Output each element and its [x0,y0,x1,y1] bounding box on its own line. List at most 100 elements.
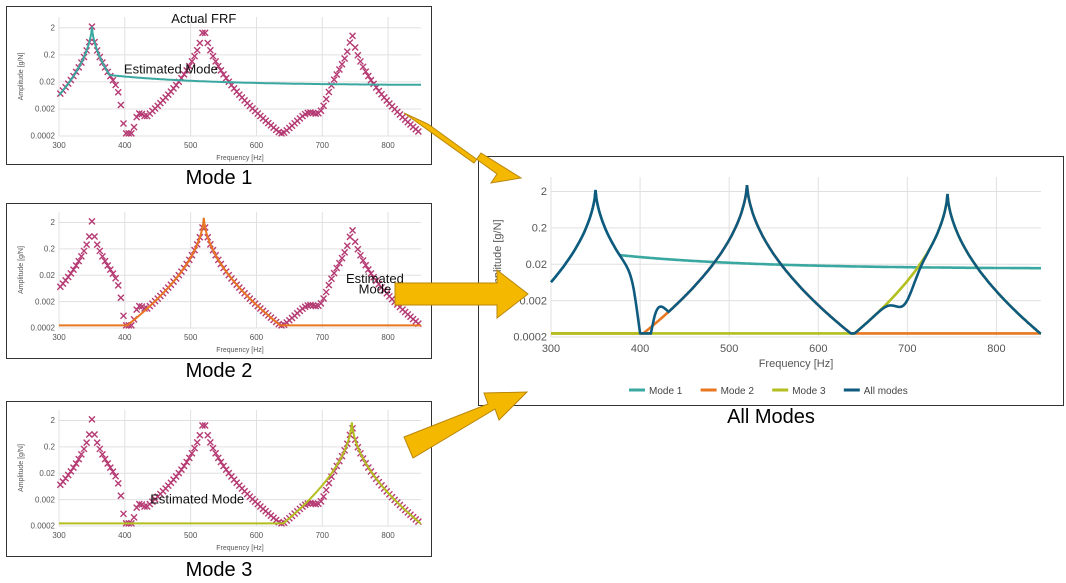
x-axis-label: Frequency [Hz] [759,358,834,370]
frf-marker [72,262,80,270]
mode2-plot-area: 300 400 500 600 700 800 0.0002 0.002 0.02 0.2 2 Fre… [18,212,422,354]
frf-marker [120,120,127,127]
frf-marker [191,444,199,452]
frf-marker [114,281,122,289]
x-tick-label: 500 [720,343,738,355]
actual-frf-markers [56,415,422,527]
frf-marker [101,257,109,265]
y-tick-label: 0.002 [519,295,547,307]
frf-marker [96,247,104,255]
frf-marker [220,70,228,78]
frf-marker [367,76,375,84]
frf-marker [320,102,328,110]
frf-marker [322,95,330,103]
frf-marker [127,129,135,137]
frf-marker [109,270,117,278]
frf-marker [330,269,338,277]
mode3-chart: 300 400 500 600 700 800 0.0002 0.002 0.02 0.2 2 Fre… [18,410,422,552]
frf-marker [364,266,372,274]
frf-marker [356,251,364,259]
mode2-line [59,217,421,327]
frf-marker [180,462,188,470]
frf-marker [75,455,83,463]
frf-marker [354,245,362,253]
frf-marker [109,468,117,476]
frf-marker [322,486,330,494]
frf-marker [188,449,196,457]
y-tick-label: 0.0002 [31,522,56,531]
x-tick-label: 300 [542,343,560,355]
frf-marker [83,241,91,249]
x-tick-label: 600 [809,343,827,355]
frf-marker [212,57,220,65]
x-tick-label: 500 [184,141,198,150]
y-tick-label: 2 [51,23,56,32]
annotation-label: Actual FRF [171,11,236,26]
frf-marker [104,262,112,270]
frf-marker [343,48,351,56]
x-tick-label: 600 [250,141,264,150]
frf-marker [188,57,196,65]
frf-marker [341,54,349,62]
frf-marker [112,81,120,89]
frf-marker [338,254,346,262]
y-tick-label: 0.02 [39,78,55,87]
frf-marker [77,450,85,458]
frf-marker [106,464,114,472]
all-modes-line [549,184,1042,335]
annotation-label: Estimated Mode [124,62,218,77]
frf-marker [362,68,370,76]
y-tick-label: 0.0002 [31,324,56,333]
all-modes-caption: All Modes [727,406,815,428]
frf-marker [185,454,193,462]
frf-marker [180,70,188,78]
frf-marker [141,112,149,120]
frf-marker [96,445,104,453]
annotation-label: Estimated Mode [150,492,244,507]
frf-marker [117,294,125,302]
frf-marker [85,431,93,438]
frf-marker [85,233,93,240]
legend-label: Mode 3 [792,386,826,397]
frf-marker [201,421,209,429]
y-tick-label: 0.2 [44,443,56,452]
frf-marker [67,269,75,277]
mode1-plot-area: 300 400 500 600 700 800 0.0002 0.002 0.02 0.2 2 Fre… [18,11,422,162]
x-tick-label: 300 [52,531,66,540]
frf-marker [312,500,320,508]
mode3-line [59,422,422,525]
frf-marker [333,264,341,272]
frf-marker [335,65,343,73]
frf-marker [69,266,77,274]
y-tick-label: 0.002 [35,297,56,306]
frf-marker [354,51,362,59]
frf-marker [341,248,349,256]
mode3-chart-panel: 300 400 500 600 700 800 0.0002 0.002 0.02 0.2 2 Fre… [6,401,432,557]
frf-marker [112,274,120,282]
frf-marker [120,312,127,320]
x-tick-label: 700 [316,141,330,150]
frf-marker [98,252,106,260]
frf-marker [320,295,328,303]
frf-marker [351,44,359,51]
arrow-mode3 [403,391,529,459]
mode1-chart: 300 400 500 600 700 800 0.0002 0.002 0.02 0.2 2 Fre… [18,11,422,162]
frf-marker [204,431,212,439]
annotation-label: Estimated [346,271,404,286]
frf-marker [217,458,225,466]
mode3-plot-area: 300 400 500 600 700 800 0.0002 0.002 0.02 0.2 2 Fre… [18,410,422,552]
frf-marker [217,66,225,74]
frf-marker [193,438,201,446]
y-axis-label: Amplitude [g/N] [18,53,25,101]
frf-marker [80,247,88,255]
frf-marker [343,242,351,250]
frf-marker [320,493,328,501]
x-tick-label: 800 [381,531,395,540]
mode1-caption: Mode 1 [185,167,253,189]
y-tick-label: 0.2 [532,223,547,235]
frf-marker [317,299,325,307]
frf-marker [317,497,325,505]
frf-marker [204,39,212,47]
frf-marker [80,445,88,453]
x-tick-label: 400 [118,531,132,540]
